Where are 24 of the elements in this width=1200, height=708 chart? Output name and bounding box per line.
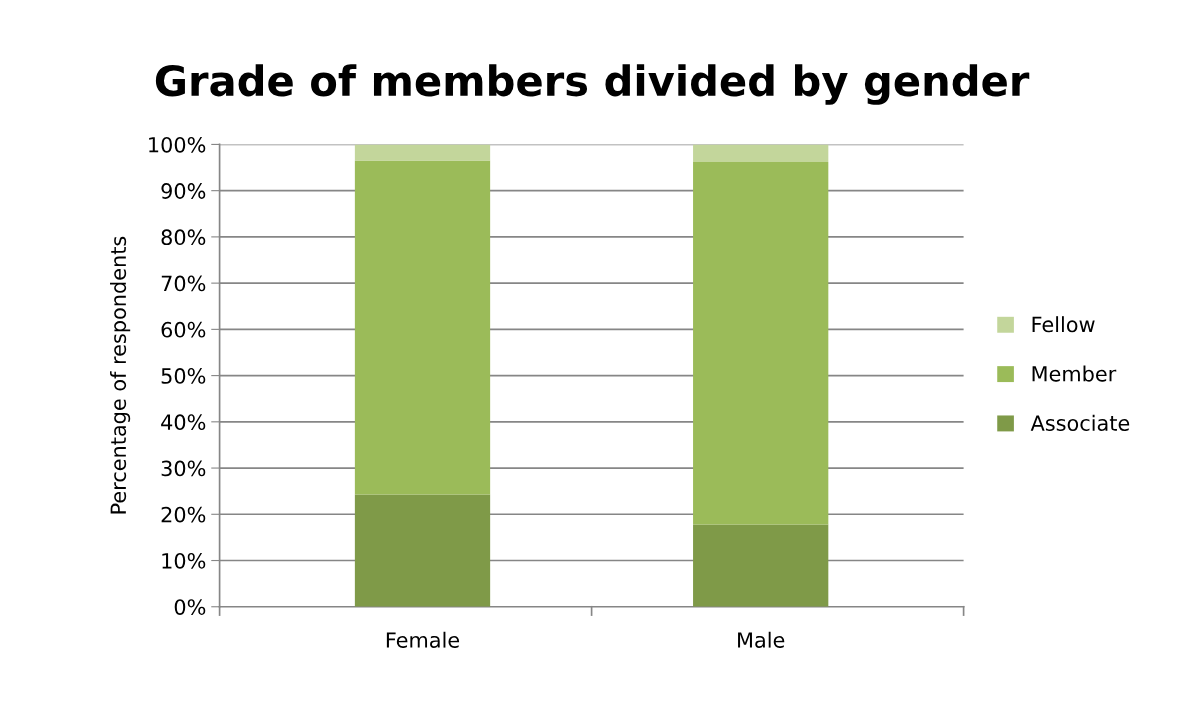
y-tick-label: 40% [161,414,206,431]
chart-title: Grade of members divided by gender [155,64,1030,105]
bar [354,494,491,607]
y-tick-label: 20% [161,506,206,523]
y-tick-label: 90% [161,183,206,199]
x-tick-label: Male [738,631,785,648]
y-tick-label: 60% [161,321,206,338]
y-tick-label: 100% [149,136,206,153]
bar [354,144,491,161]
legend-label: Associate [1030,414,1130,431]
bar [693,144,829,162]
bar [693,162,829,525]
x-tick-label: Female [386,631,460,648]
y-tick-label: 50% [161,368,206,384]
y-tick-label: 80% [161,229,206,246]
legend-label: Fellow [1032,316,1095,333]
y-tick-label: 10% [162,552,206,569]
bar [693,524,829,607]
bar [354,160,491,495]
y-axis-title: Percentage of respondents [110,236,131,514]
legend-label: Member [1032,365,1117,382]
y-tick-label: 0% [174,599,206,615]
y-tick-label: 30% [161,460,206,477]
y-tick-label: 70% [161,275,206,292]
